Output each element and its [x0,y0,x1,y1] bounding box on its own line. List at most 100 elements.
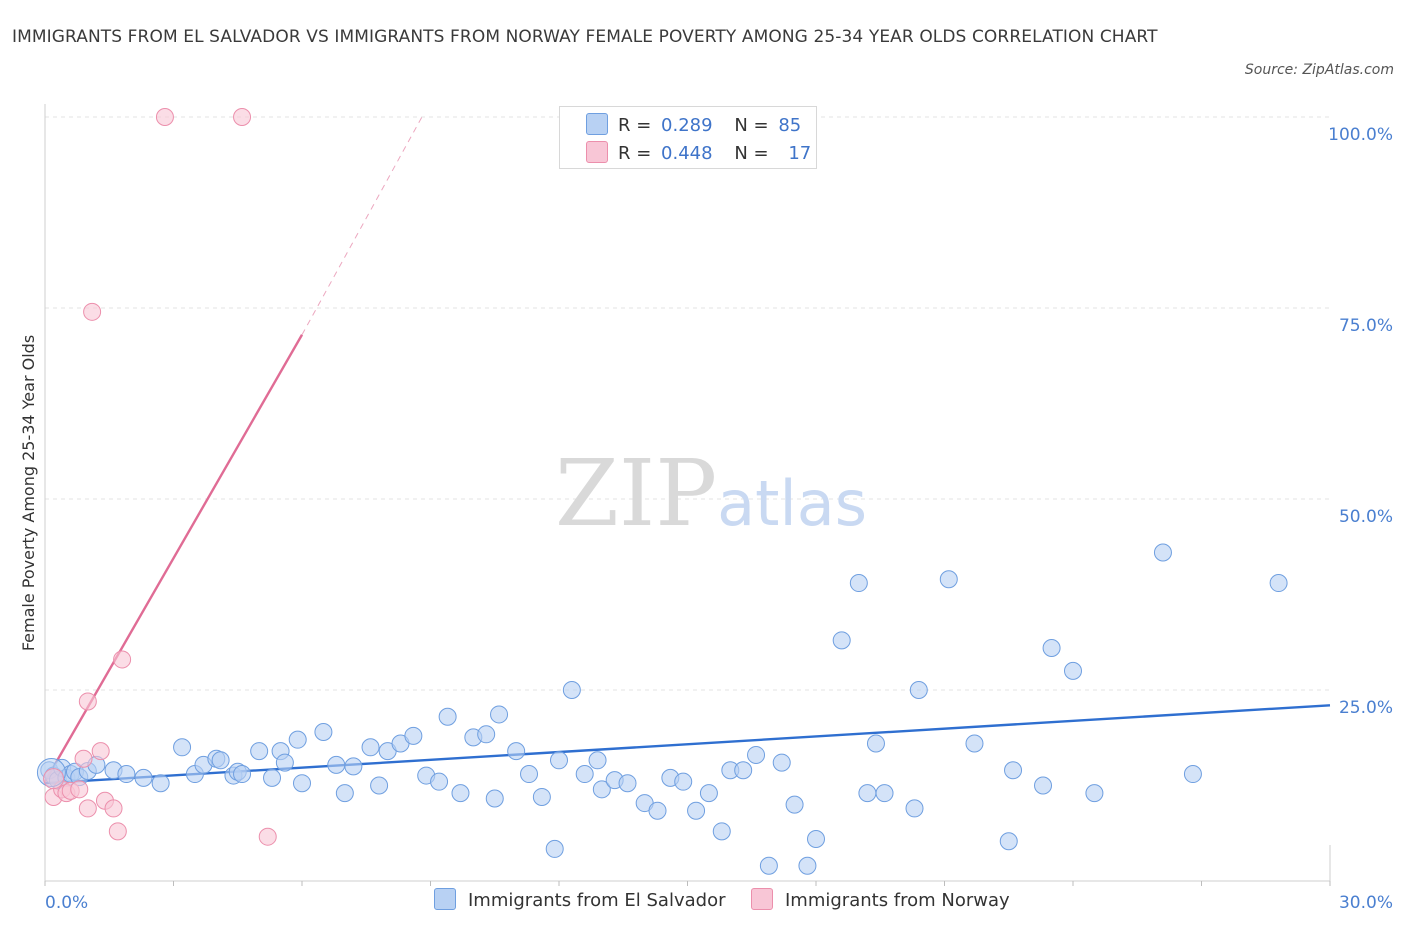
legend-swatch-pink [586,141,608,163]
point-el-salvador [1153,543,1172,562]
point-norway [43,768,65,790]
x-tick-label: 0.0% [45,893,88,913]
legend-row-norway: R = 0.448 N = 17 [586,141,811,164]
point-el-salvador [712,822,731,841]
point-el-salvador [905,799,924,818]
legend-r-value: 0.448 [661,143,713,164]
point-el-salvador [404,726,423,745]
point-el-salvador [1064,661,1082,680]
series-legend-label: Immigrants from Norway [785,890,1010,911]
point-el-salvador [772,753,791,772]
point-el-salvador [866,734,885,753]
point-el-salvador [939,570,958,589]
point-norway [155,108,174,126]
point-norway [70,780,89,799]
legend-n-value: 85 [778,115,802,136]
point-el-salvador [545,839,564,858]
point-norway [108,822,127,841]
point-el-salvador [858,784,877,803]
point-el-salvador [807,829,825,848]
series-legend-norway: Immigrants from Norway [751,888,1010,911]
point-norway [233,108,252,126]
point-el-salvador [134,768,153,787]
point-el-salvador [532,787,551,806]
point-el-salvador [173,738,192,757]
grid-lines [45,116,1330,691]
point-el-salvador [562,681,581,699]
point-el-salvador [832,631,851,650]
point-el-salvador [1004,761,1023,780]
data-points [36,108,1288,875]
point-el-salvador [263,768,282,787]
series-swatch-blue [434,888,456,910]
point-norway [258,827,277,846]
point-el-salvador [151,774,170,793]
point-norway [78,799,97,818]
series-swatch-pink [751,888,773,910]
point-el-salvador [785,795,804,814]
point-el-salvador [344,757,363,776]
legend-r-label: R = [618,115,652,136]
point-el-salvador [909,681,928,699]
point-el-salvador [648,801,667,820]
watermark-atlas: atlas [717,467,867,540]
point-el-salvador [250,742,269,761]
y-tick-label: 75.0% [1339,316,1393,336]
axes [44,104,1331,886]
point-norway [83,302,102,321]
legend-r-label: R = [618,143,652,164]
point-el-salvador [117,765,136,784]
point-norway [78,692,97,711]
point-el-salvador [588,751,607,770]
series-legend-el-salvador: Immigrants from El Salvador [434,888,725,911]
watermark: ZIPatlas [555,440,867,547]
point-el-salvador [875,784,894,803]
point-el-salvador [430,772,449,791]
point-norway [113,650,132,669]
point-el-salvador [485,789,504,808]
point-el-salvador [1085,784,1104,803]
correlation-legend: R = 0.289 N = 85 R = 0.448 N = 17 [559,106,817,169]
y-tick-label: 100.0% [1328,125,1393,145]
point-el-salvador [1183,765,1202,784]
point-el-salvador [550,751,568,770]
point-norway [91,742,110,761]
point-el-salvador [849,574,868,593]
legend-row-el-salvador: R = 0.289 N = 85 [586,113,802,136]
point-el-salvador [233,765,252,784]
point-el-salvador [211,751,230,770]
legend-n-label: N = [734,143,769,164]
point-el-salvador [965,734,984,753]
point-el-salvador [327,755,346,774]
point-el-salvador [674,772,693,791]
point-el-salvador [687,801,706,820]
point-el-salvador [335,784,354,803]
point-el-salvador [293,774,311,793]
point-el-salvador [747,745,766,764]
point-el-salvador [451,784,470,803]
point-el-salvador [438,707,457,726]
point-norway [104,799,123,818]
point-el-salvador [575,765,594,784]
trend-line-el-salvador [44,704,1331,785]
point-el-salvador [477,725,496,744]
x-tick-label: 30.0% [1339,893,1393,913]
point-el-salvador [734,761,753,780]
watermark-zip: ZIP [555,440,718,547]
legend-swatch-blue [586,113,608,135]
y-tick-label: 50.0% [1339,507,1393,527]
legend-n-label: N = [734,115,769,136]
y-axis-label: Female Poverty Among 25-34 Year Olds [19,335,38,651]
point-el-salvador [699,784,718,803]
point-el-salvador [618,774,637,793]
point-el-salvador [490,705,509,724]
point-el-salvador [1034,776,1053,795]
point-el-salvador [1042,638,1061,657]
point-el-salvador [314,723,333,742]
tick-labels: 25.0% 50.0% 75.0% 100.0% 0.0% 30.0% [45,125,1393,913]
chart-title: IMMIGRANTS FROM EL SALVADOR VS IMMIGRANT… [12,27,1158,47]
point-el-salvador [1269,574,1288,593]
y-tick-label: 25.0% [1339,698,1393,718]
point-el-salvador [507,742,526,761]
point-el-salvador [798,856,817,875]
